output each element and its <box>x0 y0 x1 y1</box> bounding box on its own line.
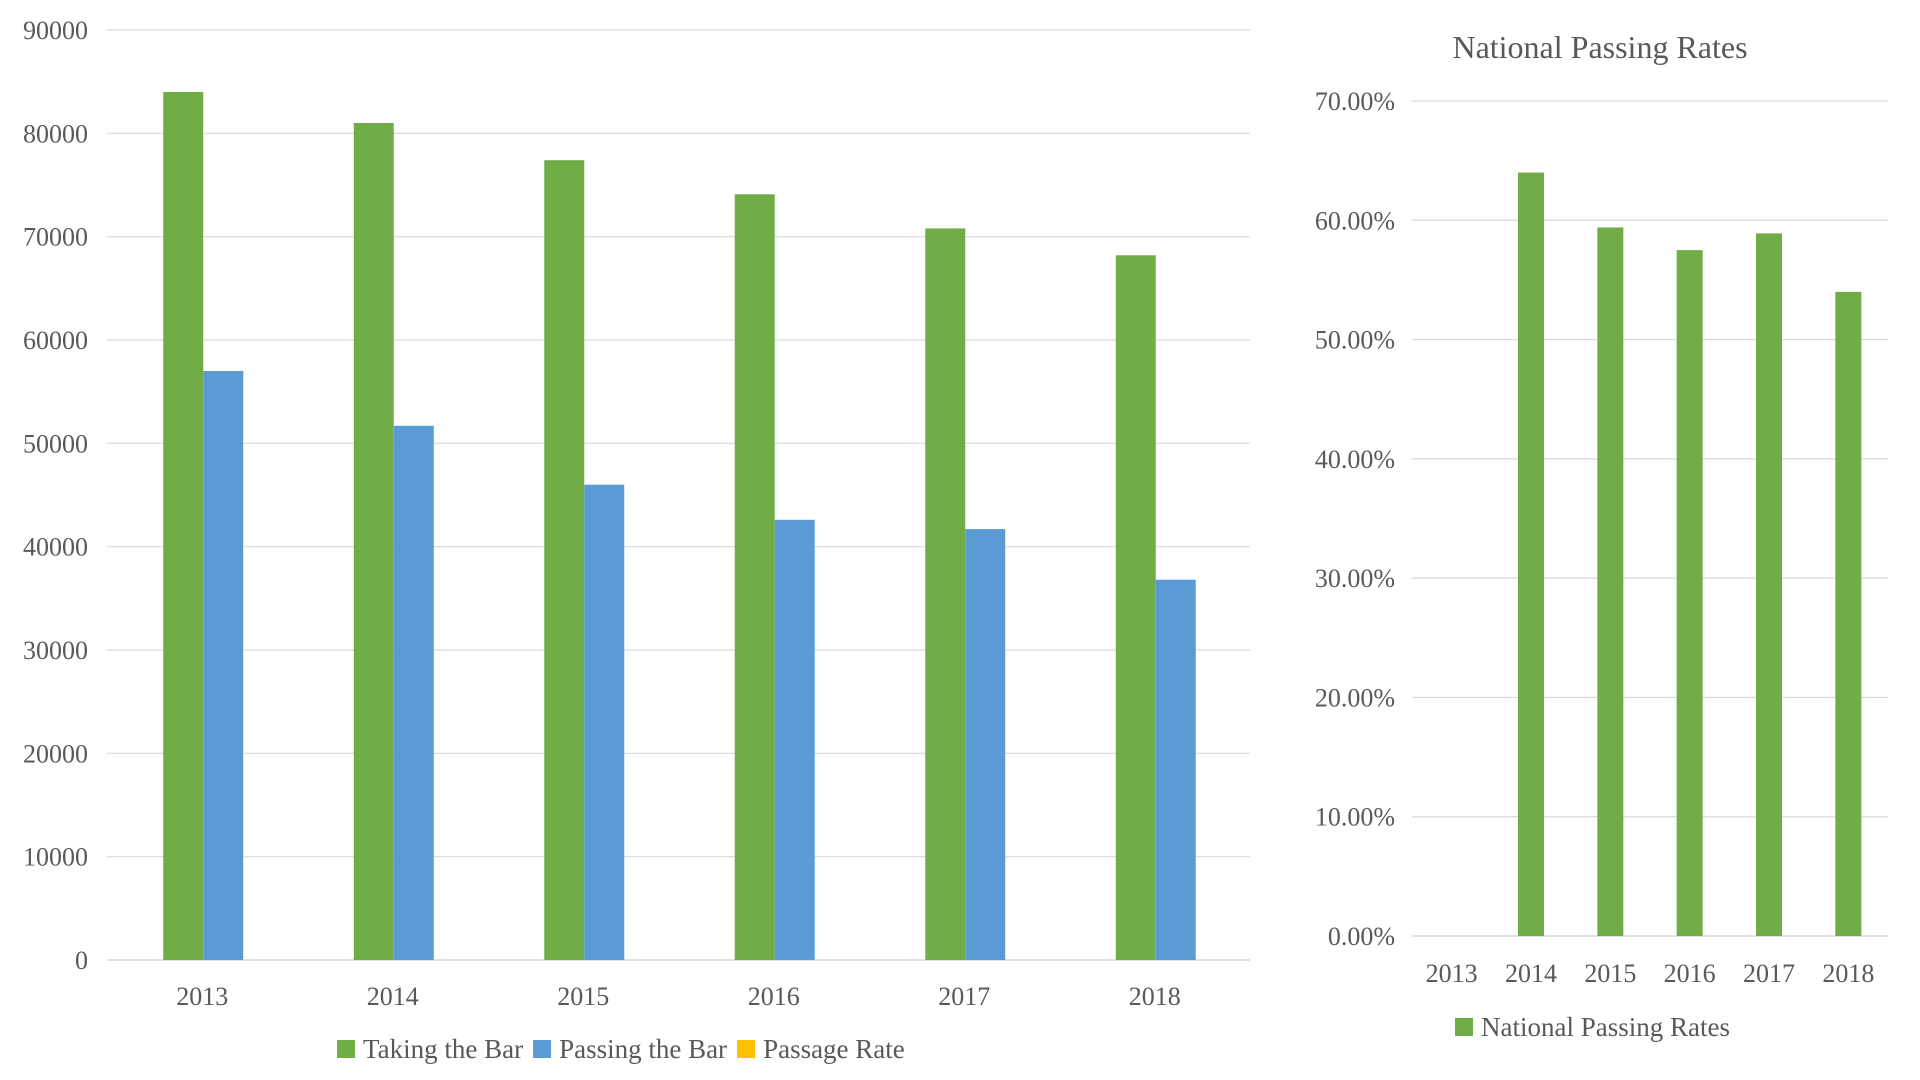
y-tick-label: 30.00% <box>1315 564 1395 593</box>
x-tick-label: 2017 <box>1743 959 1795 988</box>
right-chart: National Passing Rates 0.00% 10.00% 20.00% 3… <box>1315 29 1888 1042</box>
bar-passing-the-bar-2013 <box>203 371 244 960</box>
bar-taking-the-bar-2014 <box>353 123 394 960</box>
bar-national-passing-rates-2018 <box>1835 291 1862 936</box>
legend: Taking the Bar Passing the Bar Passage Rat… <box>337 1034 905 1064</box>
bar-passing-the-bar-2016 <box>774 519 815 960</box>
y-tick-label: 60000 <box>23 326 88 355</box>
y-tick-label: 20000 <box>23 739 88 768</box>
legend-label: Passage Rate <box>763 1034 905 1064</box>
bar-passing-the-bar-2017 <box>965 529 1006 960</box>
bar-national-passing-rates-2016 <box>1676 250 1703 936</box>
bar-taking-the-bar-2015 <box>544 160 585 960</box>
legend-label: Passing the Bar <box>559 1034 727 1064</box>
y-tick-label: 60.00% <box>1315 206 1395 235</box>
x-tick-label: 2014 <box>367 982 419 1011</box>
y-tick-label: 40.00% <box>1315 445 1395 474</box>
x-tick-label: 2015 <box>1584 959 1636 988</box>
left-chart: 0 10000 20000 30000 40000 50000 60000 70000 8000… <box>23 16 1250 1064</box>
bar-passing-the-bar-2015 <box>584 484 625 960</box>
y-tick-label: 50000 <box>23 429 88 458</box>
chart-title: National Passing Rates <box>1452 29 1747 65</box>
x-tick-label: 2016 <box>1664 959 1716 988</box>
legend: National Passing Rates <box>1455 1012 1730 1042</box>
y-tick-label: 0.00% <box>1328 922 1395 951</box>
bar-national-passing-rates-2017 <box>1756 233 1782 936</box>
legend-label: Taking the Bar <box>363 1034 523 1064</box>
y-tick-label: 70000 <box>23 223 88 252</box>
x-tick-label: 2014 <box>1505 959 1557 988</box>
y-tick-label: 90000 <box>23 16 88 45</box>
y-tick-label: 10000 <box>23 843 88 872</box>
legend-swatch <box>533 1040 552 1058</box>
bar-taking-the-bar-2013 <box>163 92 204 960</box>
bar-national-passing-rates-2014 <box>1518 172 1544 937</box>
legend-swatch <box>1455 1018 1473 1036</box>
legend-label: National Passing Rates <box>1481 1012 1730 1042</box>
bar-national-passing-rates-2015 <box>1597 227 1624 936</box>
x-tick-label: 2017 <box>938 982 990 1011</box>
y-tick-label: 40000 <box>23 533 88 562</box>
x-tick-label: 2018 <box>1822 959 1874 988</box>
bar-taking-the-bar-2018 <box>1115 255 1156 960</box>
y-tick-label: 80000 <box>23 119 88 148</box>
bar-taking-the-bar-2017 <box>925 228 966 960</box>
x-tick-label: 2016 <box>748 982 800 1011</box>
legend-swatch <box>337 1040 355 1058</box>
x-tick-label: 2013 <box>176 982 228 1011</box>
y-tick-label: 0 <box>75 946 88 975</box>
y-tick-label: 70.00% <box>1315 87 1395 116</box>
x-tick-label: 2015 <box>557 982 609 1011</box>
bar-passing-the-bar-2014 <box>393 425 434 960</box>
legend-swatch <box>737 1040 756 1058</box>
x-tick-label: 2018 <box>1129 982 1181 1011</box>
x-tick-label: 2013 <box>1426 959 1478 988</box>
bar-passing-the-bar-2018 <box>1155 579 1196 960</box>
y-tick-label: 30000 <box>23 636 88 665</box>
y-tick-label: 50.00% <box>1315 326 1395 355</box>
bar-taking-the-bar-2016 <box>734 194 775 961</box>
y-tick-label: 10.00% <box>1315 803 1395 832</box>
y-tick-label: 20.00% <box>1315 683 1395 712</box>
